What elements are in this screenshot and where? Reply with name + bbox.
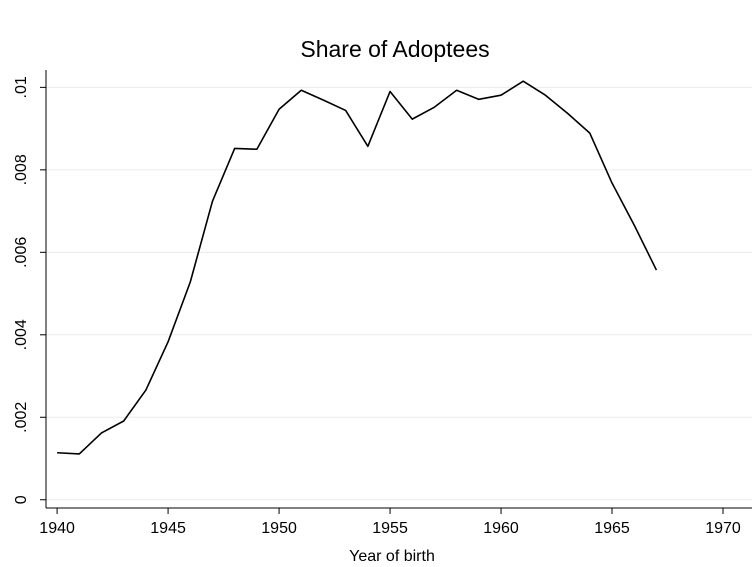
- x-tick-label: 1955: [372, 520, 408, 537]
- x-tick-label: 1965: [594, 520, 630, 537]
- x-tick-label: 1950: [261, 520, 297, 537]
- y-tick-label: .004: [13, 319, 30, 350]
- y-tick-label: .008: [13, 154, 30, 185]
- y-tick-label: 0: [13, 495, 30, 504]
- data-line: [57, 80, 658, 455]
- y-tick-label: .002: [13, 402, 30, 433]
- chart-title: Share of Adoptees: [300, 36, 489, 62]
- x-tick-label: 1945: [150, 520, 186, 537]
- y-tick-label: .01: [13, 76, 30, 98]
- x-tick-label: 1970: [705, 520, 741, 537]
- x-tick-label: 1960: [483, 520, 519, 537]
- x-axis-title: Year of birth: [349, 548, 435, 565]
- x-tick-label: 1940: [39, 520, 75, 537]
- y-tick-label: .006: [13, 237, 30, 268]
